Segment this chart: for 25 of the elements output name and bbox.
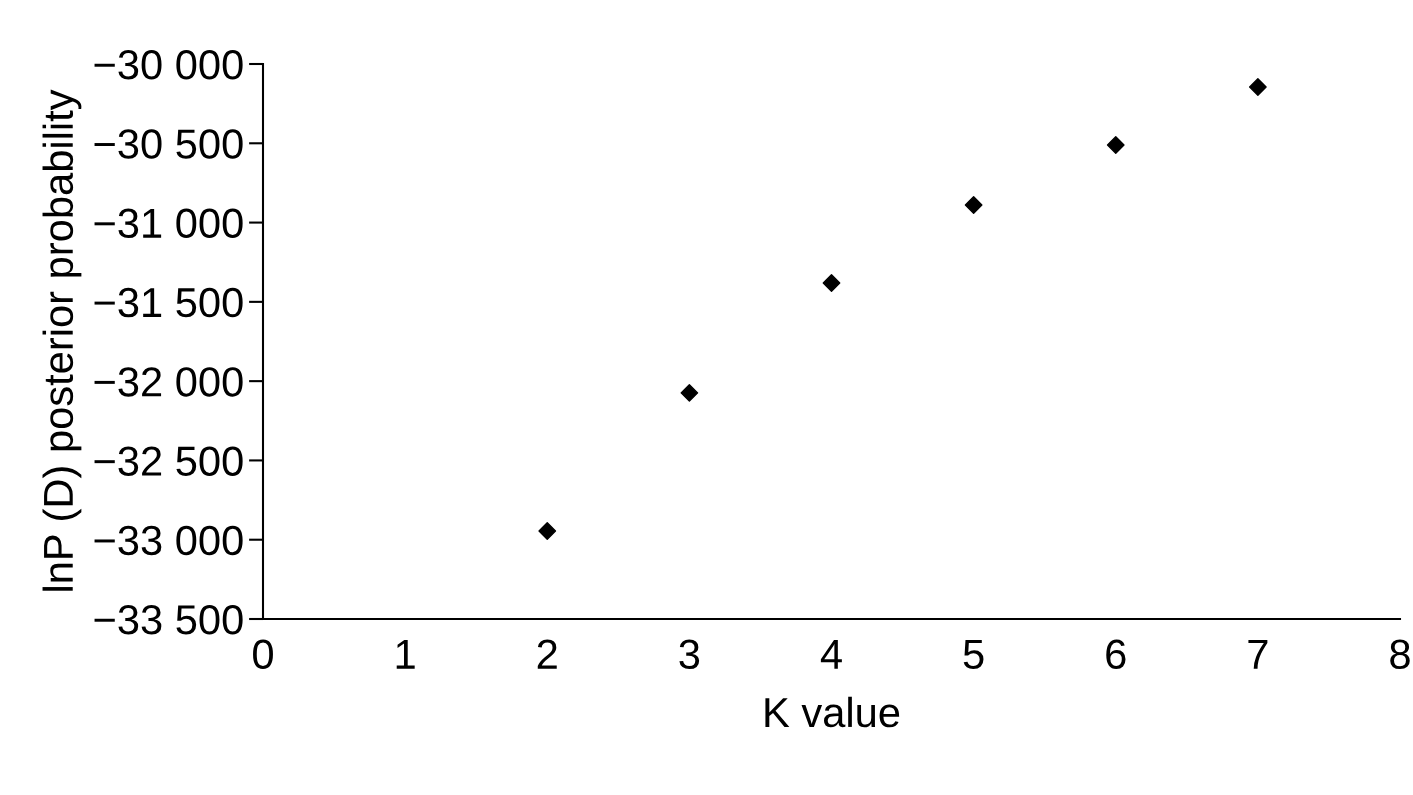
point xyxy=(1248,78,1267,96)
point xyxy=(538,522,557,540)
point xyxy=(680,383,699,402)
y-tick-label: −33 500 xyxy=(94,605,243,635)
y-tick-label: −33 000 xyxy=(94,525,243,556)
y-tick-label: −30 000 xyxy=(94,50,243,80)
x-tick-label: 2 xyxy=(537,639,557,669)
x-tick-label: 8 xyxy=(1390,639,1410,670)
x-tick-label: 0 xyxy=(253,639,273,670)
x-tick-label: 6 xyxy=(1106,639,1126,670)
x-tick-label: 4 xyxy=(820,639,842,669)
y-axis-title: lnP (D) posterior probability xyxy=(42,89,82,591)
y-tick-label: −32 500 xyxy=(94,446,243,476)
x-axis-title: K value xyxy=(765,696,900,728)
y-tick-label: −31 000 xyxy=(94,208,243,239)
point xyxy=(1106,136,1125,154)
x-tick-label: 1 xyxy=(396,639,415,669)
point xyxy=(964,196,983,214)
x-tick-label: 5 xyxy=(963,639,984,670)
x-tick-label: 3 xyxy=(679,639,700,670)
y-tick-label: −30 500 xyxy=(94,129,243,159)
x-tick-label: 7 xyxy=(1248,639,1268,669)
y-tick-label: −31 500 xyxy=(94,287,243,318)
y-tick-label: −32 000 xyxy=(94,367,243,397)
point xyxy=(822,274,841,292)
